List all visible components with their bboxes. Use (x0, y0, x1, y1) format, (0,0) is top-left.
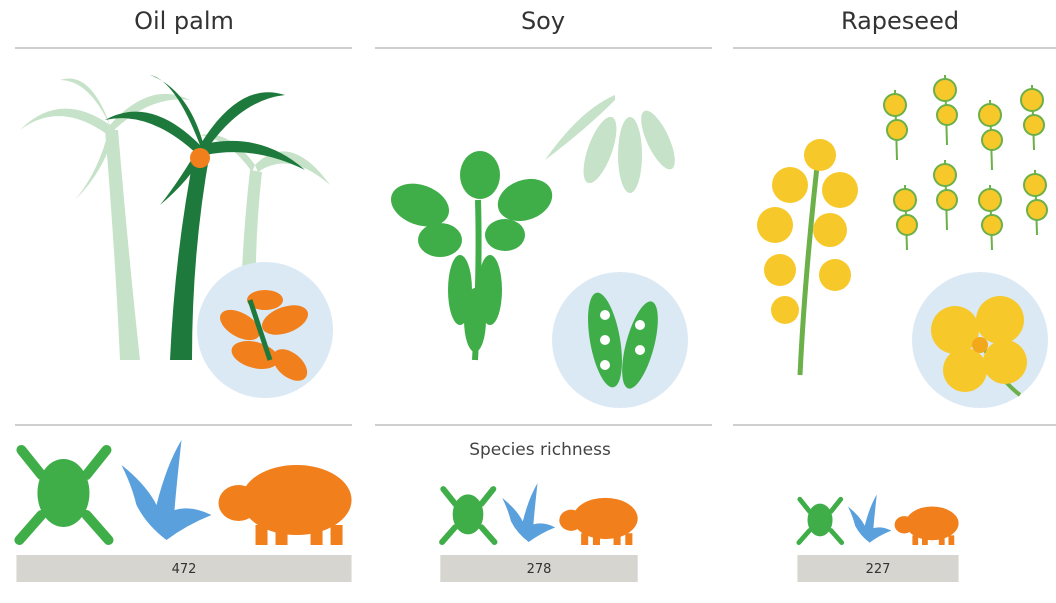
animals (796, 494, 959, 545)
oil-palm-illustration (20, 75, 333, 398)
bird (847, 494, 892, 543)
value-label: 227 (866, 562, 891, 577)
boar-body (572, 497, 638, 540)
frog-legs (796, 496, 845, 545)
crop-title: Oil palm (134, 7, 234, 35)
boar-head (559, 509, 583, 531)
animals (439, 483, 638, 545)
frog-legs (14, 444, 114, 545)
dividers (15, 47, 1056, 426)
bar (797, 555, 959, 582)
rapeseed-illustration (757, 74, 1048, 408)
annotation: Species richness (469, 440, 611, 460)
frog (807, 503, 833, 537)
boar-body (241, 464, 352, 535)
soy-illustration (390, 95, 688, 408)
bird (121, 439, 212, 540)
boar-body (905, 506, 959, 541)
bird (502, 483, 556, 543)
frog (452, 494, 484, 535)
boar-legs (255, 524, 343, 545)
bar (16, 555, 352, 582)
frog-legs (439, 486, 498, 545)
frog (37, 458, 90, 527)
value-label: 278 (527, 562, 552, 577)
boar-legs (581, 533, 633, 545)
boar-head (218, 484, 259, 521)
boar-legs (912, 535, 955, 545)
crop-title: Soy (521, 7, 565, 35)
value-label: 472 (172, 562, 197, 577)
boar-head (894, 516, 914, 534)
animals (14, 439, 352, 545)
crop-title: Rapeseed (841, 7, 959, 35)
bar (440, 555, 638, 582)
